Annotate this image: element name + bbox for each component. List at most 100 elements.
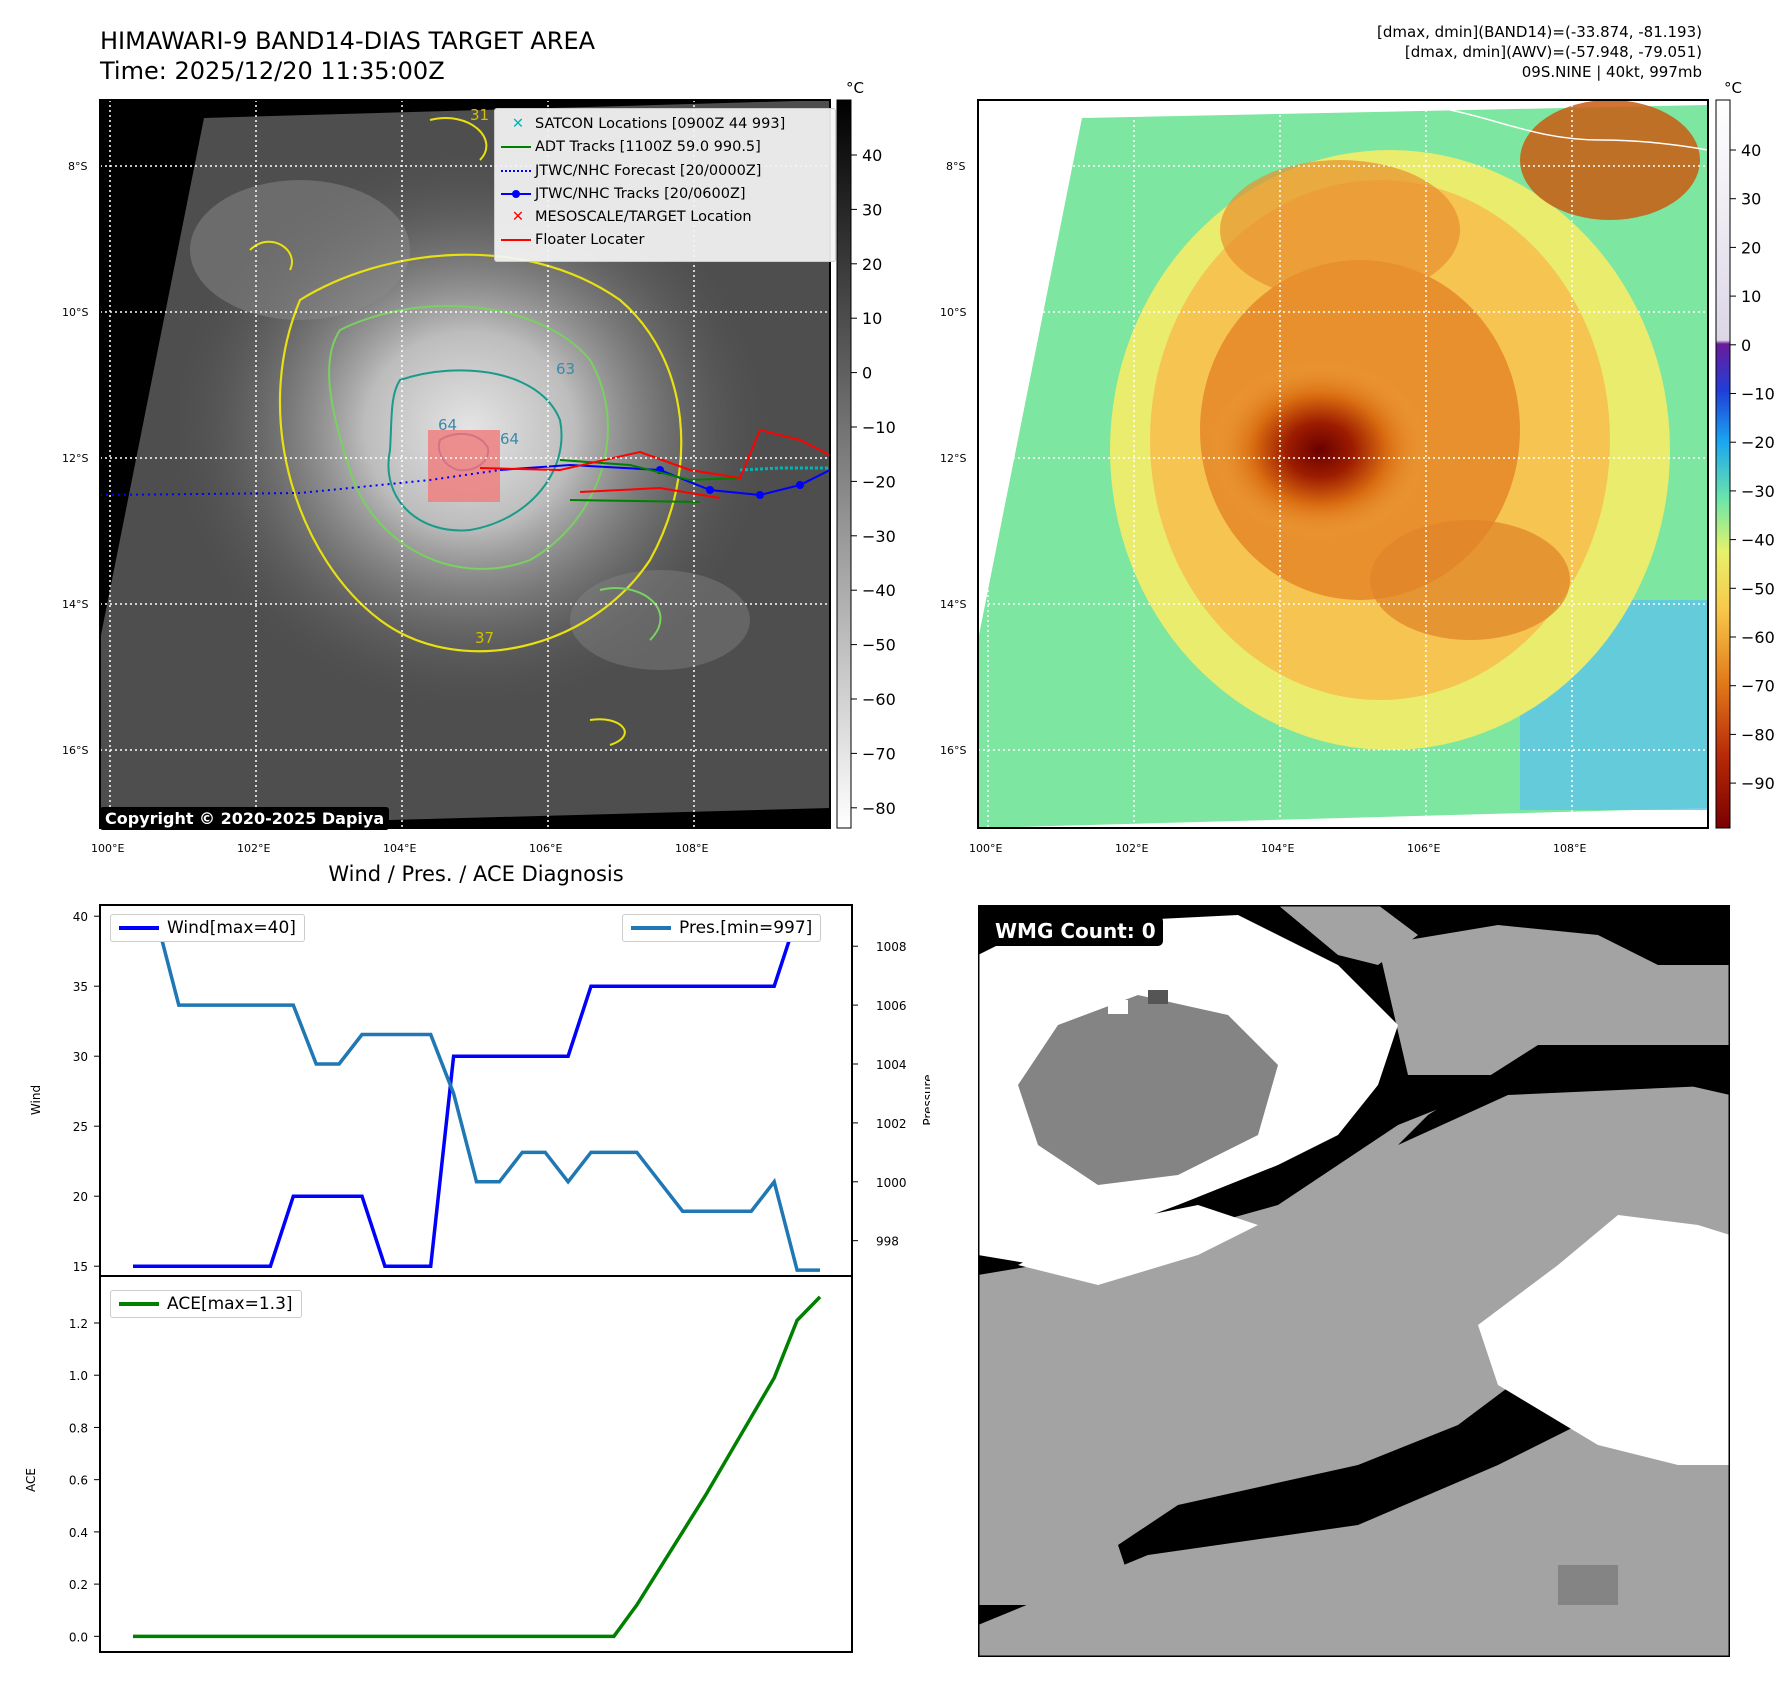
gray-colorbar-tick-label: 20 bbox=[862, 255, 882, 274]
color-colorbar-unit: °C bbox=[1724, 79, 1742, 97]
ace-tick-label: 1.2 bbox=[69, 1317, 88, 1331]
pressure-line bbox=[133, 915, 820, 1272]
awv-stats: [dmax, dmin](AWV)=(-57.948, -79.051) bbox=[1404, 43, 1702, 61]
legend-forecast: JTWC/NHC Forecast [20/0000Z] bbox=[501, 160, 829, 183]
pressure-tick-label: 1006 bbox=[876, 999, 907, 1013]
legend-adt: ADT Tracks [1100Z 59.0 990.5] bbox=[501, 136, 829, 159]
figure-title: HIMAWARI-9 BAND14-DIAS TARGET AREA bbox=[100, 27, 596, 55]
lon-label: 100°E bbox=[91, 842, 124, 855]
contour-label: 64 bbox=[438, 416, 457, 434]
top-panels: 64 64 63 31 37 8°S 10°S 12°S 14°S 16°S 1… bbox=[62, 79, 1775, 855]
diagnosis-title: Wind / Pres. / ACE Diagnosis bbox=[328, 862, 624, 886]
wmg-panel bbox=[978, 905, 1730, 1657]
legend-target: ✕ MESOSCALE/TARGET Location bbox=[511, 209, 752, 226]
awv-color-map bbox=[978, 100, 1708, 828]
color-colorbar-tick-label: 10 bbox=[1741, 287, 1761, 306]
pressure-tick-label: 1002 bbox=[876, 1117, 907, 1131]
legend-tracks: JTWC/NHC Tracks [20/0600Z] bbox=[501, 183, 829, 206]
gray-colorbar-tick-label: −40 bbox=[862, 581, 896, 600]
color-colorbar-ticks: 40 30 20 10 0 −10 −20 −30 −40 −50 −60 −70 −80 −90 bbox=[1730, 141, 1775, 793]
lon-label: 108°E bbox=[1553, 842, 1586, 855]
color-colorbar-tick-label: −40 bbox=[1741, 531, 1775, 550]
gray-colorbar-tick-label: 10 bbox=[862, 309, 882, 328]
contour-label: 37 bbox=[475, 629, 494, 647]
color-colorbar-tick-label: 0 bbox=[1741, 336, 1751, 355]
lat-label: 10°S bbox=[62, 306, 88, 319]
gray-colorbar-tick-label: 30 bbox=[862, 200, 882, 219]
ace-tick-label: 0.0 bbox=[69, 1630, 88, 1644]
ace-axis-label: ACE bbox=[24, 1468, 38, 1492]
contour-label: 63 bbox=[556, 360, 575, 378]
lat-label: 10°S bbox=[940, 306, 966, 319]
ace-tick-label: 0.6 bbox=[69, 1474, 88, 1488]
lat-label: 14°S bbox=[62, 598, 88, 611]
lon-label: 104°E bbox=[1261, 842, 1294, 855]
ace-line bbox=[133, 1295, 822, 1639]
gray-colorbar-tick-label: −80 bbox=[862, 799, 896, 818]
pressure-tick-label: 1000 bbox=[876, 1176, 907, 1190]
lon-label: 108°E bbox=[675, 842, 708, 855]
lat-label: 16°S bbox=[940, 744, 966, 757]
legend-floater: Floater Locater bbox=[501, 229, 829, 252]
gray-colorbar bbox=[836, 99, 852, 829]
color-colorbar-tick-label: 40 bbox=[1741, 141, 1761, 160]
wind-pressure-ace-chart: 15 20 25 30 35 40 998 1000 1002 1004 1006 1008 0.0 0… bbox=[24, 904, 930, 1653]
wind-axis-label: Wind bbox=[29, 1085, 43, 1115]
gray-colorbar-tick-label: 0 bbox=[862, 364, 872, 383]
color-colorbar-tick-label: 20 bbox=[1741, 238, 1761, 257]
color-colorbar bbox=[1715, 99, 1731, 829]
figure-time: Time: 2025/12/20 11:35:00Z bbox=[100, 57, 445, 85]
left-map-axis-labels: 8°S 10°S 12°S 14°S 16°S 100°E 102°E 104°… bbox=[62, 160, 708, 855]
lat-label: 8°S bbox=[946, 160, 965, 173]
wind-legend: Wind[max=40] bbox=[110, 914, 305, 942]
pressure-axis-label: Pressure bbox=[921, 1074, 930, 1125]
pressure-tick-label: 1008 bbox=[876, 940, 907, 954]
lat-label: 14°S bbox=[940, 598, 966, 611]
band14-stats: [dmax, dmin](BAND14)=(-33.874, -81.193) bbox=[1377, 23, 1702, 41]
wind-tick-label: 30 bbox=[73, 1050, 88, 1064]
ace-tick-label: 1.0 bbox=[69, 1369, 88, 1383]
gray-colorbar-tick-label: −50 bbox=[862, 636, 896, 655]
wind-tick-label: 25 bbox=[73, 1120, 88, 1134]
legend-satcon: ✕ SATCON Locations [0900Z 44 993] bbox=[511, 116, 786, 132]
color-colorbar-tick-label: −70 bbox=[1741, 677, 1775, 696]
gray-colorbar-tick-label: 40 bbox=[862, 146, 882, 165]
gray-colorbar-tick-label: −70 bbox=[862, 744, 896, 763]
lon-label: 106°E bbox=[529, 842, 562, 855]
gray-colorbar-tick-label: −30 bbox=[862, 527, 896, 546]
wmg-count-badge: WMG Count: 0 bbox=[988, 916, 1163, 946]
lon-label: 100°E bbox=[969, 842, 1002, 855]
wind-tick-label: 40 bbox=[73, 910, 88, 924]
pressure-tick-label: 998 bbox=[876, 1235, 899, 1249]
ace-tick-label: 0.2 bbox=[69, 1578, 88, 1592]
track-legend: ✕ SATCON Locations [0900Z 44 993] ADT Tra… bbox=[494, 108, 836, 262]
gray-colorbar-ticks: 40 30 20 10 0 −10 −20 −30 −40 −50 −60 −70 −80 bbox=[851, 146, 896, 818]
color-colorbar-tick-label: −80 bbox=[1741, 725, 1775, 744]
lon-label: 106°E bbox=[1407, 842, 1440, 855]
copyright-badge: Copyright © 2020-2025 Dapiya bbox=[100, 807, 390, 830]
wind-line bbox=[133, 914, 820, 1268]
lon-label: 102°E bbox=[1115, 842, 1148, 855]
gray-colorbar-unit: °C bbox=[846, 79, 864, 97]
ace-legend: ACE[max=1.3] bbox=[110, 1290, 302, 1318]
contour-label: 64 bbox=[500, 430, 519, 448]
storm-info: 09S.NINE | 40kt, 997mb bbox=[1521, 63, 1702, 81]
lat-label: 12°S bbox=[940, 452, 966, 465]
gray-colorbar-tick-label: −20 bbox=[862, 472, 896, 491]
color-colorbar-tick-label: −90 bbox=[1741, 774, 1775, 793]
lat-label: 16°S bbox=[62, 744, 88, 757]
color-colorbar-tick-label: −50 bbox=[1741, 579, 1775, 598]
color-colorbar-tick-label: −10 bbox=[1741, 385, 1775, 404]
lat-label: 8°S bbox=[68, 160, 87, 173]
right-map-axis-labels: 8°S 10°S 12°S 14°S 16°S 100°E 102°E 104°… bbox=[940, 160, 1586, 855]
ace-tick-label: 0.4 bbox=[69, 1526, 88, 1540]
color-colorbar-tick-label: 30 bbox=[1741, 190, 1761, 209]
lat-label: 12°S bbox=[62, 452, 88, 465]
wind-tick-label: 35 bbox=[73, 980, 88, 994]
color-colorbar-tick-label: −60 bbox=[1741, 628, 1775, 647]
wind-tick-label: 15 bbox=[73, 1260, 88, 1274]
ace-tick-label: 0.8 bbox=[69, 1421, 88, 1435]
pressure-legend: Pres.[min=997] bbox=[622, 914, 822, 942]
gray-colorbar-tick-label: −60 bbox=[862, 690, 896, 709]
lon-label: 102°E bbox=[237, 842, 270, 855]
